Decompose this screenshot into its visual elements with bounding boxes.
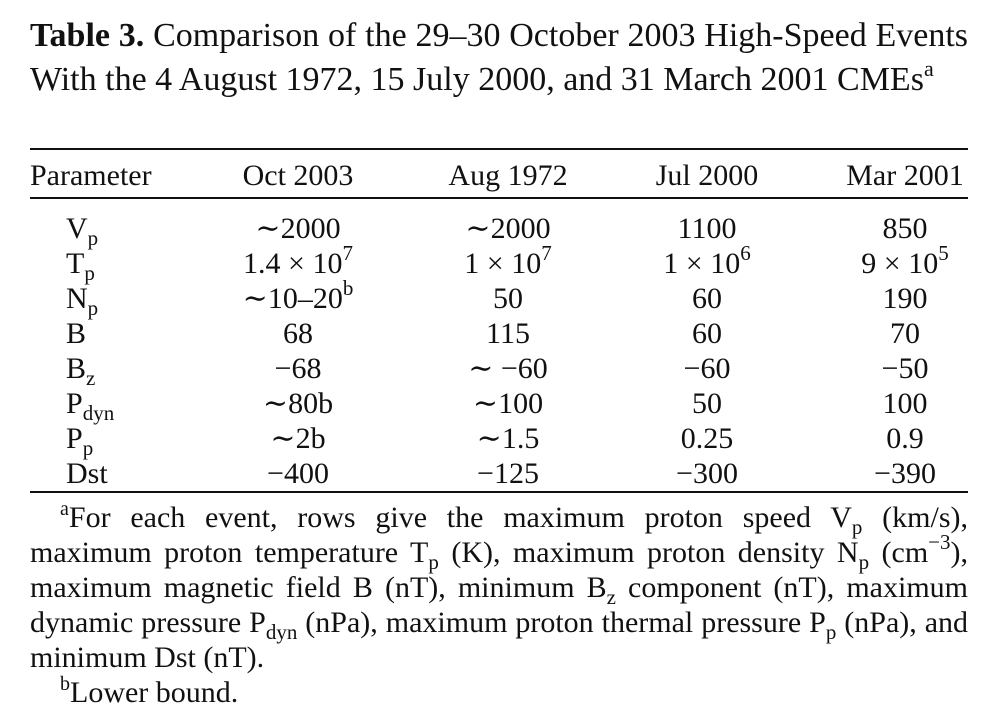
table-cell: 190 [882, 282, 928, 315]
table-header-rule [30, 197, 968, 199]
table-cell: ∼ −60 [468, 352, 548, 385]
table-footnotes: aFor each event, rows give the maximum p… [30, 498, 969, 710]
table-cell: 100 [882, 387, 928, 420]
table-cell: 50 [493, 282, 523, 315]
table-cell: 850 [882, 212, 928, 245]
table-cell: ∼2b [270, 422, 326, 455]
table-cell: −125 [477, 457, 539, 490]
table-cell: ∼2000 [465, 212, 551, 245]
row-parameter: Pdyn [66, 387, 115, 425]
table-cell: 0.25 [680, 422, 734, 455]
table-row: Tp 1.4 × 107 1 × 107 1 × 106 9 × 105 [0, 241, 992, 285]
caption-footnote-marker: a [923, 56, 934, 81]
footnote-a-marker: a [60, 498, 69, 520]
table-caption-text: Comparison of the 29–30 October 2003 Hig… [30, 17, 968, 98]
header-parameter: Parameter [30, 159, 152, 192]
footnote-b-text: Lower bound. [70, 676, 239, 709]
table-cell: 9 × 105 [861, 241, 949, 281]
header-mar-2001: Mar 2001 [846, 159, 964, 192]
table-row: Bz −68 ∼ −60 −60 −50 [0, 351, 992, 390]
table-cell: 1 × 107 [464, 241, 552, 281]
table-cell: ∼10–20b [242, 276, 354, 316]
table-row: Np ∼10–20b 50 60 190 [0, 276, 992, 320]
table-cell: ∼80b [262, 387, 334, 420]
table-cell: 60 [692, 282, 722, 315]
table-cell: 68 [283, 317, 313, 350]
row-parameter: Tp [66, 247, 95, 285]
table-cell: −390 [874, 457, 936, 490]
table-row: Pp ∼2b ∼1.5 0.25 0.9 [0, 421, 992, 460]
table-bottom-rule [30, 491, 968, 493]
row-parameter: Np [66, 282, 99, 320]
table-cell: −300 [676, 457, 738, 490]
table-cell: ∼1.5 [476, 422, 540, 455]
table-cell: −400 [267, 457, 329, 490]
table-cell: 1.4 × 107 [243, 241, 353, 281]
table-top-rule [30, 148, 968, 150]
table-cell: −68 [274, 352, 322, 385]
table-cell: 1100 [677, 212, 737, 245]
table-cell: 115 [486, 317, 530, 350]
footnote-a: aFor each event, rows give the maximum p… [30, 498, 969, 674]
table-cell: 1 × 106 [663, 241, 751, 281]
row-parameter: B [66, 317, 87, 350]
table-label: Table 3. [30, 17, 145, 54]
table-cell: −60 [683, 352, 731, 385]
table-cell: 70 [890, 317, 920, 350]
table-cell: −50 [881, 352, 929, 385]
row-parameter: Bz [66, 352, 96, 390]
row-parameter: Dst [66, 457, 108, 490]
row-parameter: Vp [66, 212, 99, 250]
header-jul-2000: Jul 2000 [655, 159, 759, 192]
table-row: Dst −400 −125 −300 −390 [0, 456, 992, 491]
table-cell: ∼2000 [255, 212, 341, 245]
table-row: Pdyn ∼80b ∼100 50 100 [0, 386, 992, 425]
footnote-b: bLower bound. [30, 673, 968, 710]
table-caption: Table 3. Comparison of the 29–30 October… [30, 14, 968, 102]
row-parameter: Pp [66, 422, 94, 460]
table-cell: 0.9 [886, 422, 924, 455]
table-cell: 60 [692, 317, 722, 350]
header-aug-1972: Aug 1972 [448, 159, 568, 192]
table-row: Vp ∼2000 ∼2000 1100 850 [0, 211, 992, 250]
header-oct-2003: Oct 2003 [242, 159, 354, 192]
table-cell: ∼100 [472, 387, 544, 420]
footnote-b-marker: b [60, 673, 70, 695]
table-row: B 68 115 60 70 [0, 316, 992, 351]
table-cell: 50 [692, 387, 722, 420]
